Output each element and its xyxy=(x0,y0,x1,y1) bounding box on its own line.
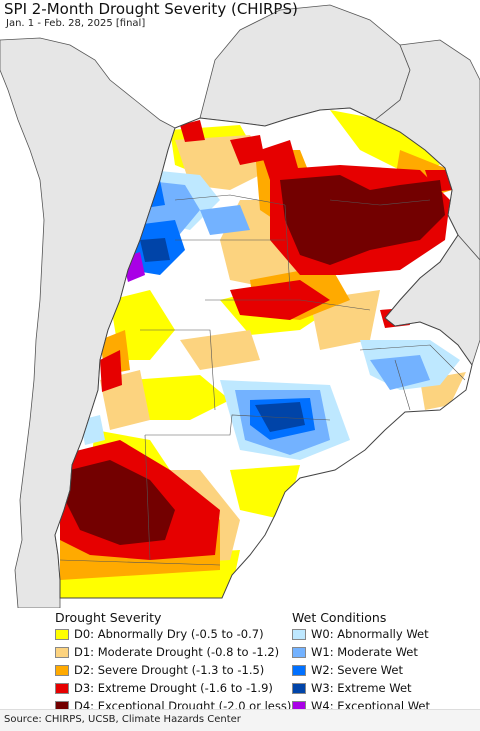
legend-item-w0: W0: Abnormally Wet xyxy=(292,627,429,641)
legend-swatch-d1 xyxy=(55,646,69,658)
legend-swatch-w2 xyxy=(292,664,306,676)
legend-label-d1: D1: Moderate Drought (-0.8 to -1.2) xyxy=(74,645,280,659)
legend-item-d3: D3: Extreme Drought (-1.6 to -1.9) xyxy=(55,681,273,695)
drought-map xyxy=(0,4,480,608)
legend-label-w1: W1: Moderate Wet xyxy=(311,645,418,659)
legend-item-d0: D0: Abnormally Dry (-0.5 to -0.7) xyxy=(55,627,264,641)
legend-label-w0: W0: Abnormally Wet xyxy=(311,627,429,641)
legend-label-w3: W3: Extreme Wet xyxy=(311,681,412,695)
legend-swatch-d0 xyxy=(55,628,69,640)
legend-swatch-w3 xyxy=(292,682,306,694)
legend-item-w2: W2: Severe Wet xyxy=(292,663,403,677)
legend-item-w1: W1: Moderate Wet xyxy=(292,645,418,659)
legend-item-d1: D1: Moderate Drought (-0.8 to -1.2) xyxy=(55,645,279,659)
legend-label-d0: D0: Abnormally Dry (-0.5 to -0.7) xyxy=(74,627,264,641)
legend-item-w3: W3: Extreme Wet xyxy=(292,681,412,695)
legend-swatch-w0 xyxy=(292,628,306,640)
map-title: SPI 2-Month Drought Severity (CHIRPS) xyxy=(4,0,298,18)
drought-legend-title: Drought Severity xyxy=(55,610,162,625)
footer-bar xyxy=(0,709,480,731)
legend-label-d2: D2: Severe Drought (-1.3 to -1.5) xyxy=(74,663,265,677)
source-credit: Source: CHIRPS, UCSB, Climate Hazards Ce… xyxy=(4,714,241,725)
legend-swatch-w1 xyxy=(292,646,306,658)
legend-swatch-d3 xyxy=(55,682,69,694)
legend-swatch-d2 xyxy=(55,664,69,676)
legend-label-w2: W2: Severe Wet xyxy=(311,663,403,677)
wet-legend-title: Wet Conditions xyxy=(292,610,387,625)
legend-label-d3: D3: Extreme Drought (-1.6 to -1.9) xyxy=(74,681,273,695)
map-subtitle: Jan. 1 - Feb. 28, 2025 [final] xyxy=(6,18,146,29)
legend-item-d2: D2: Severe Drought (-1.3 to -1.5) xyxy=(55,663,264,677)
